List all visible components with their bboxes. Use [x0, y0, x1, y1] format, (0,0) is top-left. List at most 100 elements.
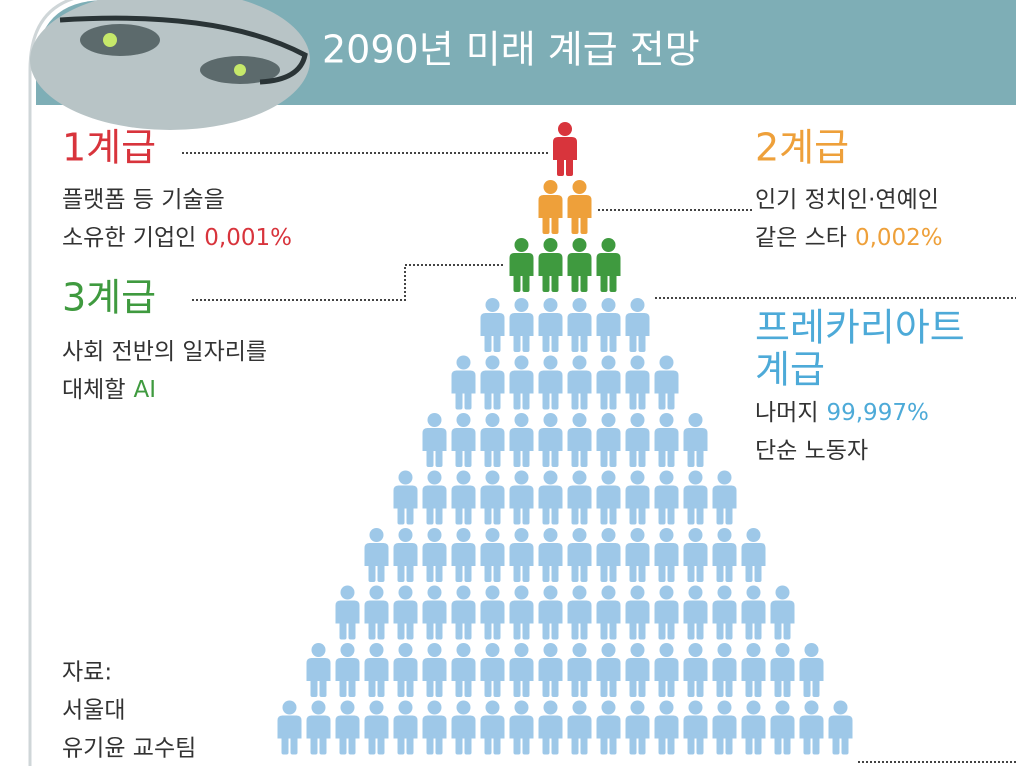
person-icon — [451, 413, 476, 467]
person-head — [572, 298, 587, 312]
person-head — [485, 643, 500, 657]
person-head — [427, 585, 442, 600]
person-head — [601, 528, 616, 542]
person-leg — [464, 619, 472, 640]
person-head — [630, 355, 645, 370]
person-icon — [654, 643, 679, 697]
person-icon — [364, 528, 389, 582]
person-leg — [716, 619, 724, 640]
person-leg — [522, 447, 530, 467]
person-leg — [667, 677, 675, 697]
person-icon — [683, 413, 708, 467]
person-leg — [319, 734, 327, 755]
person-head — [543, 643, 558, 657]
person-head — [572, 643, 587, 657]
person-head — [369, 528, 384, 542]
person-head — [398, 585, 413, 600]
person-leg — [571, 447, 579, 467]
person-leg — [754, 562, 762, 582]
person-head — [427, 700, 442, 715]
person-icon — [451, 700, 476, 755]
person-body — [625, 715, 650, 739]
person-head — [369, 585, 384, 600]
person-leg — [397, 677, 405, 697]
person-head — [543, 470, 558, 485]
person-leg — [542, 562, 550, 582]
person-leg — [397, 504, 405, 525]
person-leg — [464, 389, 472, 410]
person-body — [393, 485, 418, 509]
person-head — [558, 122, 572, 136]
person-leg — [774, 619, 782, 640]
person-leg — [687, 504, 695, 525]
person-icon — [596, 585, 621, 640]
person-body — [422, 600, 447, 624]
person-leg — [600, 332, 608, 352]
person-body — [596, 370, 621, 394]
person-body — [683, 600, 708, 624]
person-leg — [841, 734, 849, 755]
person-icon — [596, 470, 621, 525]
person-icon — [567, 413, 592, 467]
person-icon — [712, 528, 737, 582]
person-head — [659, 355, 674, 370]
person-icon — [509, 643, 534, 697]
person-leg — [745, 677, 753, 697]
person-leg — [348, 619, 356, 640]
person-body — [480, 658, 505, 681]
person-body — [625, 313, 650, 336]
person-leg — [551, 272, 559, 292]
person-leg — [397, 562, 405, 582]
person-leg — [609, 734, 617, 755]
person-body — [654, 428, 679, 451]
person-body — [683, 428, 708, 451]
person-body — [451, 658, 476, 681]
person-body — [741, 658, 766, 681]
person-body — [393, 543, 418, 566]
person-icon — [335, 643, 360, 697]
person-leg — [522, 332, 530, 352]
person-icon — [480, 700, 505, 755]
person-leg — [658, 619, 666, 640]
person-leg — [455, 619, 463, 640]
person-leg — [493, 332, 501, 352]
person-leg — [368, 619, 376, 640]
person-icon — [451, 355, 476, 410]
person-icon — [509, 470, 534, 525]
person-leg — [455, 504, 463, 525]
person-icon — [451, 470, 476, 525]
person-leg — [571, 272, 579, 292]
person-leg — [725, 504, 733, 525]
person-body — [538, 485, 563, 509]
person-body — [567, 658, 592, 681]
person-leg — [542, 677, 550, 697]
person-body — [654, 658, 679, 681]
person-head — [485, 413, 500, 427]
person-head — [630, 413, 645, 427]
person-head — [717, 470, 732, 485]
person-leg — [696, 734, 704, 755]
person-leg — [377, 677, 385, 697]
person-head — [630, 528, 645, 542]
person-body — [654, 600, 679, 624]
person-body — [625, 658, 650, 681]
person-icon — [567, 528, 592, 582]
person-leg — [696, 677, 704, 697]
person-leg — [658, 562, 666, 582]
person-icon — [451, 528, 476, 582]
person-icon — [567, 298, 592, 352]
person-icon — [741, 643, 766, 697]
person-head — [659, 700, 674, 715]
person-head — [514, 643, 529, 657]
person-head — [601, 643, 616, 657]
person-icon — [422, 470, 447, 525]
person-head — [659, 528, 674, 542]
person-head — [543, 180, 558, 194]
person-head — [572, 585, 587, 600]
person-leg — [571, 677, 579, 697]
person-head — [543, 585, 558, 600]
person-body — [596, 485, 621, 509]
person-leg — [638, 389, 646, 410]
person-icon — [683, 700, 708, 755]
person-leg — [609, 389, 617, 410]
